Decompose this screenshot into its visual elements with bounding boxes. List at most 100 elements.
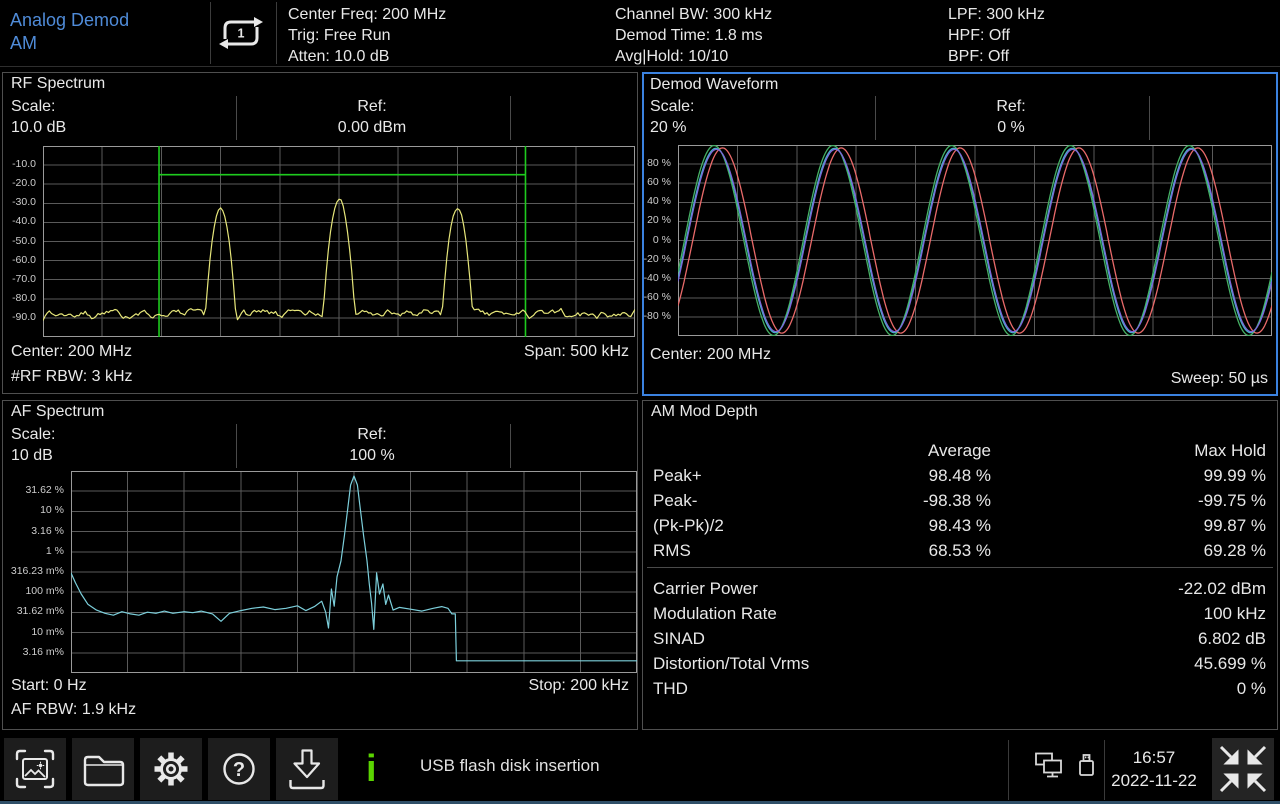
atten-readout[interactable]: Atten: 10.0 dB <box>288 48 390 65</box>
header-divider-2 <box>276 2 277 64</box>
rf-spectrum-panel[interactable]: RF Spectrum Scale: 10.0 dB Ref: 0.00 dBm -… <box>2 72 638 394</box>
trigger-readout[interactable]: Trig: Free Run <box>288 27 391 44</box>
mod-col-header-average: Average <box>927 441 991 460</box>
time-display: 16:57 <box>1132 748 1176 767</box>
af-spectrum-plot <box>71 471 637 673</box>
mode-title[interactable]: Analog Demod AM <box>10 9 129 55</box>
lpf-readout[interactable]: LPF: 300 kHz <box>948 6 1045 23</box>
mod-row-avg: 98.43 % <box>928 516 991 535</box>
svg-text:?: ? <box>233 759 245 781</box>
rf-ref-readout[interactable]: Ref: 0.00 dBm <box>337 98 407 136</box>
mod-info-label: THD <box>653 679 688 698</box>
rf-settings-divider-1 <box>236 96 237 140</box>
file-browser-button[interactable] <box>72 738 134 800</box>
y-tick-label: -40.0 <box>12 215 36 228</box>
collapse-view-button[interactable] <box>1212 738 1274 800</box>
demod-waveform-plot <box>678 145 1272 336</box>
demod-y-axis-labels: 80 % 60 % 40 % 20 % 0 % -20 % -40 % -60 % -80 % <box>644 145 676 336</box>
demod-panel-title: Demod Waveform <box>650 76 779 93</box>
y-tick-label: 10 m% <box>31 625 64 638</box>
avg-hold-readout[interactable]: Avg|Hold: 10/10 <box>615 48 729 65</box>
center-freq-readout[interactable]: Center Freq: 200 MHz <box>288 6 447 23</box>
y-tick-label: -60.0 <box>12 253 36 266</box>
af-settings-divider-2 <box>510 424 511 468</box>
screenshot-button[interactable] <box>4 738 66 800</box>
y-tick-label: -10.0 <box>12 158 36 171</box>
sweep-count: 1 <box>238 27 245 41</box>
af-spectrum-panel[interactable]: AF Spectrum Scale: 10 dB Ref: 100 % 31.62 … <box>2 400 638 730</box>
bpf-readout[interactable]: BPF: Off <box>948 48 1010 65</box>
screenshot-icon <box>15 749 55 789</box>
demod-settings-divider-2 <box>1149 96 1150 140</box>
mode-line1: Analog Demod <box>10 10 130 30</box>
header-col-3: LPF: 300 kHz HPF: Off BPF: Off <box>948 4 1045 67</box>
y-tick-label: 100 m% <box>25 585 64 598</box>
help-button[interactable]: ? <box>208 738 270 800</box>
network-monitor-icon <box>1035 752 1062 778</box>
y-tick-label: -20 % <box>643 252 671 265</box>
demod-sweep-label: Sweep: 50 µs <box>1170 370 1268 387</box>
y-tick-label: 316.23 m% <box>10 565 64 577</box>
connection-status-icons[interactable] <box>1034 752 1108 787</box>
header-divider-1 <box>210 2 211 64</box>
continuous-sweep-icon[interactable]: 1 <box>215 15 267 56</box>
help-icon: ? <box>223 753 255 785</box>
mod-row-max: -99.75 % <box>1197 491 1266 510</box>
am-mod-depth-panel[interactable]: AM Mod Depth Average Max Hold Peak+ 98.4… <box>642 400 1278 730</box>
demod-settings-divider-1 <box>875 96 876 140</box>
usb-device-icon <box>1079 754 1094 776</box>
af-rbw-label: AF RBW: 1.9 kHz <box>11 701 137 718</box>
mod-row-max: 99.87 % <box>1203 516 1266 535</box>
header-bar: Analog Demod AM 1 Center Freq: 200 MHz T… <box>0 0 1280 67</box>
rf-scale-readout[interactable]: Scale: 10.0 dB <box>11 98 67 136</box>
demod-scale-readout[interactable]: Scale: 20 % <box>650 98 695 136</box>
mod-info-value: 100 kHz <box>1203 604 1266 623</box>
save-button[interactable] <box>276 738 338 800</box>
mod-row-avg: 98.48 % <box>928 466 991 485</box>
bottom-accent-strip <box>0 801 1280 804</box>
af-settings-divider-1 <box>236 424 237 468</box>
y-tick-label: 1 % <box>45 544 64 557</box>
y-tick-label: 20 % <box>647 214 671 227</box>
demod-waveform-panel[interactable]: Demod Waveform Scale: 20 % Ref: 0 % 80 % 60… <box>642 72 1278 396</box>
mod-row-max: 99.99 % <box>1203 466 1266 485</box>
status-message: USB flash disk insertion <box>420 756 600 775</box>
y-tick-label: 40 % <box>647 195 671 208</box>
mod-panel-title: AM Mod Depth <box>651 403 758 420</box>
y-tick-label: 0 % <box>652 233 671 246</box>
mod-info-label: SINAD <box>653 629 705 648</box>
rf-panel-title: RF Spectrum <box>11 75 106 92</box>
date-display: 2022-11-22 <box>1111 771 1197 790</box>
save-download-icon <box>289 749 325 790</box>
rf-span-label: Span: 500 kHz <box>524 343 629 360</box>
mod-col-header-maxhold: Max Hold <box>1194 441 1266 460</box>
mod-row-avg: 68.53 % <box>928 541 991 560</box>
y-tick-label: 80 % <box>647 157 671 170</box>
settings-button[interactable] <box>140 738 202 800</box>
af-ref-readout[interactable]: Ref: 100 % <box>349 426 395 464</box>
mod-row-avg: -98.38 % <box>922 491 991 510</box>
y-tick-label: -30.0 <box>12 196 36 209</box>
af-scale-readout[interactable]: Scale: 10 dB <box>11 426 56 464</box>
demod-center-label: Center: 200 MHz <box>650 346 771 363</box>
mod-info-value: 45.699 % <box>1194 654 1266 673</box>
rf-spectrum-plot <box>43 146 635 337</box>
demod-time-readout[interactable]: Demod Time: 1.8 ms <box>615 27 763 44</box>
y-tick-label: -80.0 <box>12 291 36 304</box>
mode-line2: AM <box>10 33 37 53</box>
af-panel-title: AF Spectrum <box>11 403 105 420</box>
toolbar-divider-1 <box>1008 740 1009 800</box>
demod-ref-readout[interactable]: Ref: 0 % <box>996 98 1026 136</box>
mod-row-label: RMS <box>653 541 691 560</box>
y-tick-label: -50.0 <box>12 234 36 247</box>
channel-bw-readout[interactable]: Channel BW: 300 kHz <box>615 6 773 23</box>
clock[interactable]: 16:57 2022-11-22 <box>1102 746 1206 792</box>
y-tick-label: 3.16 m% <box>22 645 64 658</box>
hpf-readout[interactable]: HPF: Off <box>948 27 1010 44</box>
mod-row-max: 69.28 % <box>1203 541 1266 560</box>
mod-info-label: Modulation Rate <box>653 604 777 623</box>
af-start-label: Start: 0 Hz <box>11 677 87 694</box>
y-tick-label: 31.62 % <box>25 484 64 497</box>
y-tick-label: 10 % <box>40 504 64 517</box>
